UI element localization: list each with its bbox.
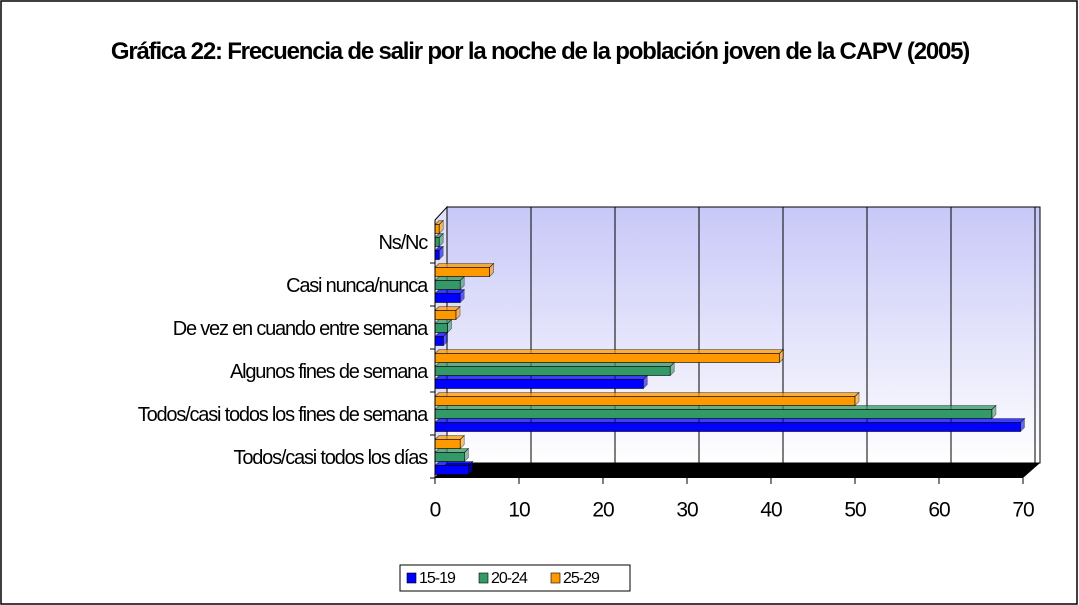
bar — [434, 323, 448, 333]
x-tick-label: 50 — [844, 499, 866, 522]
y-tick-label: Todos/casi todos los días — [234, 447, 429, 469]
bar-end — [443, 331, 448, 347]
bar — [434, 237, 440, 247]
chart-title: Gráfica 22: Frecuencia de salir por la n… — [110, 38, 970, 65]
bar-end — [459, 275, 465, 291]
bar-end — [459, 288, 465, 304]
bar-end — [468, 460, 473, 476]
bar — [434, 280, 461, 290]
bar — [434, 250, 440, 260]
bar-top — [434, 405, 997, 410]
y-tick-label: De vez en cuando entre semana — [173, 318, 429, 340]
x-tick-label: 0 — [430, 499, 441, 522]
legend-swatch — [550, 572, 561, 584]
bar — [434, 310, 457, 320]
bar-end — [854, 391, 860, 407]
bar — [434, 396, 856, 406]
bar — [434, 465, 469, 475]
bar-end — [438, 232, 444, 248]
legend-label: 15-19 — [419, 570, 456, 587]
bar — [434, 336, 444, 346]
legend-label: 25-29 — [563, 570, 600, 587]
bar-top — [434, 375, 649, 380]
x-tick-label: 10 — [508, 499, 530, 522]
x-tick-label: 20 — [592, 499, 614, 522]
bar-end — [438, 245, 444, 261]
bar — [434, 293, 461, 303]
floor — [435, 463, 1040, 478]
bar-end — [459, 434, 465, 450]
bar-end — [455, 305, 461, 321]
x-tick-label: 70 — [1012, 499, 1034, 522]
y-tick-label: Ns/Nc — [379, 232, 429, 254]
bar-top — [434, 362, 675, 367]
x-tick-label: 30 — [676, 499, 698, 522]
bar-end — [489, 262, 494, 278]
bar-end — [669, 361, 675, 377]
bar-top — [434, 392, 860, 397]
legend-swatch — [406, 572, 417, 584]
bar — [434, 224, 440, 234]
bar-top — [434, 435, 465, 440]
bar — [434, 353, 780, 363]
y-tick-label: Algunos fines de semana — [230, 361, 429, 383]
bar-top — [434, 349, 785, 354]
y-tick-label: Todos/casi todos los fines de semana — [138, 404, 429, 426]
bar-end — [447, 318, 452, 334]
bar-end — [1020, 417, 1025, 433]
bar-end — [464, 447, 469, 463]
bar — [434, 366, 671, 376]
bar-top — [434, 276, 465, 281]
bar — [434, 422, 1021, 432]
bar-end — [779, 348, 784, 364]
bar-end — [991, 404, 997, 420]
y-tick-label: Casi nunca/nunca — [286, 275, 429, 297]
bar-end — [643, 374, 648, 390]
bar-top — [434, 263, 495, 268]
legend-swatch — [478, 572, 489, 584]
bar-top — [434, 461, 474, 466]
bar — [434, 379, 644, 389]
bar — [434, 452, 465, 462]
bar-top — [434, 418, 1026, 423]
legend-label: 20-24 — [491, 570, 528, 587]
bar-end — [438, 219, 444, 235]
x-tick-label: 40 — [760, 499, 782, 522]
bar — [434, 409, 993, 419]
bar — [434, 267, 490, 277]
x-tick-label: 60 — [928, 499, 950, 522]
bar — [434, 439, 461, 449]
bar-top — [434, 289, 465, 294]
bar-top — [434, 448, 470, 453]
legend-box — [399, 564, 631, 592]
